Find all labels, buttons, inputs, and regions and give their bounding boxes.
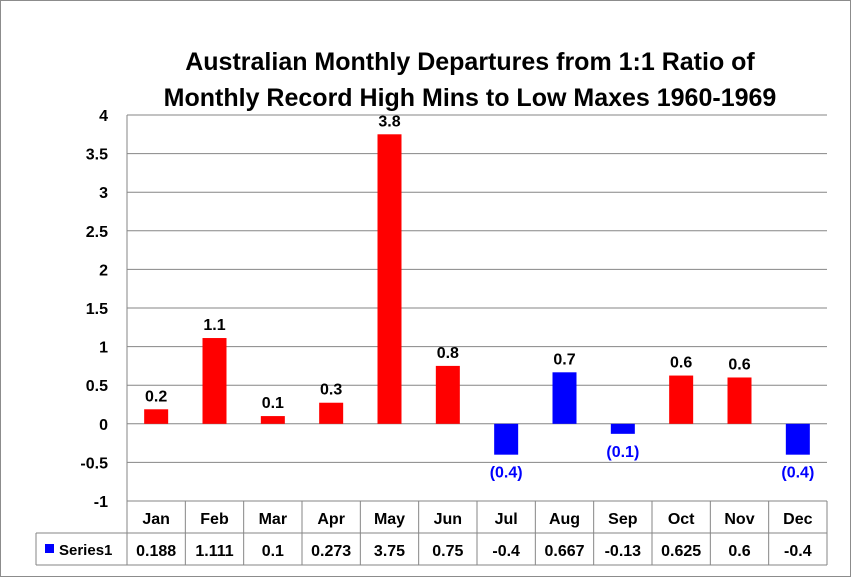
bar-apr <box>319 402 344 424</box>
y-tick-label: 4 <box>99 108 108 125</box>
y-tick-label: 3 <box>99 185 108 202</box>
bar-mar <box>260 416 285 424</box>
data-table: Jan 0.188 Feb 1.111 Mar 0.1 Apr 0.273 May 3.75 Jun… <box>35 500 828 566</box>
chart-title-line-1: Australian Monthly Departures from 1:1 R… <box>185 48 755 76</box>
category-label-sep: Sep <box>608 511 638 528</box>
table-cell-jul: -0.4 <box>492 543 520 560</box>
table-cell-dec: -0.4 <box>784 543 812 560</box>
category-label-jan: Jan <box>142 511 170 528</box>
y-tick-label: 1 <box>99 340 108 357</box>
data-label-aug: 0.7 <box>553 351 575 368</box>
table-cell-mar: 0.1 <box>262 543 284 560</box>
y-axis-ticks: -1 -0.5 0 0.5 1 1.5 2 2.5 3 3.5 4 <box>80 108 108 511</box>
category-label-oct: Oct <box>668 511 695 528</box>
data-label-may: 3.8 <box>378 113 400 130</box>
category-label-may: May <box>374 511 405 528</box>
y-tick-label: 0.5 <box>86 378 108 395</box>
table-cell-may: 3.75 <box>374 543 405 560</box>
data-label-feb: 1.1 <box>203 317 225 334</box>
table-cell-oct: 0.625 <box>661 543 701 560</box>
data-labels: 0.2 1.1 0.1 0.3 3.8 0.8 (0.4) 0.7 (0.1) 0.6 0.6 (0.… <box>145 113 814 481</box>
bar-nov <box>727 377 752 424</box>
table-cell-jan: 0.188 <box>136 543 176 560</box>
bar-jul <box>494 423 519 455</box>
chart-title: Australian Monthly Departures from 1:1 R… <box>164 48 777 112</box>
data-label-oct: 0.6 <box>670 355 692 372</box>
legend-key <box>45 544 54 553</box>
data-label-jul: (0.4) <box>490 465 523 482</box>
y-tick-label: 0 <box>99 417 108 434</box>
bar-aug <box>552 372 577 424</box>
bar-oct <box>669 375 694 424</box>
y-tick-label: 2.5 <box>86 224 108 241</box>
y-tick-label: 1.5 <box>86 301 108 318</box>
table-cell-apr: 0.273 <box>311 543 351 560</box>
category-label-apr: Apr <box>317 511 345 528</box>
chart-title-line-2: Monthly Record High Mins to Low Maxes 19… <box>164 84 777 112</box>
category-label-aug: Aug <box>549 511 580 528</box>
data-label-jan: 0.2 <box>145 388 167 405</box>
gridlines <box>126 114 827 565</box>
y-tick-label: -1 <box>94 494 108 511</box>
data-label-dec: (0.4) <box>781 465 814 482</box>
data-label-jun: 0.8 <box>437 345 459 362</box>
table-cell-feb: 1.111 <box>195 543 233 560</box>
legend-series-name: Series1 <box>59 542 112 559</box>
bar-dec <box>785 423 810 455</box>
table-cell-nov: 0.6 <box>728 543 750 560</box>
bar-sep <box>610 423 635 434</box>
table-cell-jun: 0.75 <box>432 543 463 560</box>
table-cell-aug: 0.667 <box>544 543 584 560</box>
bar-feb <box>202 338 227 424</box>
table-cell-sep: -0.13 <box>605 543 642 560</box>
category-label-jul: Jul <box>495 511 518 528</box>
bar-may <box>377 134 402 424</box>
category-label-feb: Feb <box>200 511 229 528</box>
data-label-nov: 0.6 <box>728 356 750 373</box>
y-tick-label: -0.5 <box>80 455 108 472</box>
category-label-nov: Nov <box>724 511 754 528</box>
category-label-mar: Mar <box>259 511 287 528</box>
data-label-apr: 0.3 <box>320 382 342 399</box>
category-label-jun: Jun <box>434 511 462 528</box>
category-label-dec: Dec <box>783 511 812 528</box>
data-label-mar: 0.1 <box>262 395 284 412</box>
y-tick-label: 2 <box>99 262 108 279</box>
bars <box>144 134 810 455</box>
y-tick-label: 3.5 <box>86 147 108 164</box>
bar-jun <box>435 365 460 424</box>
bar-jan <box>144 409 169 424</box>
data-label-sep: (0.1) <box>606 444 639 461</box>
